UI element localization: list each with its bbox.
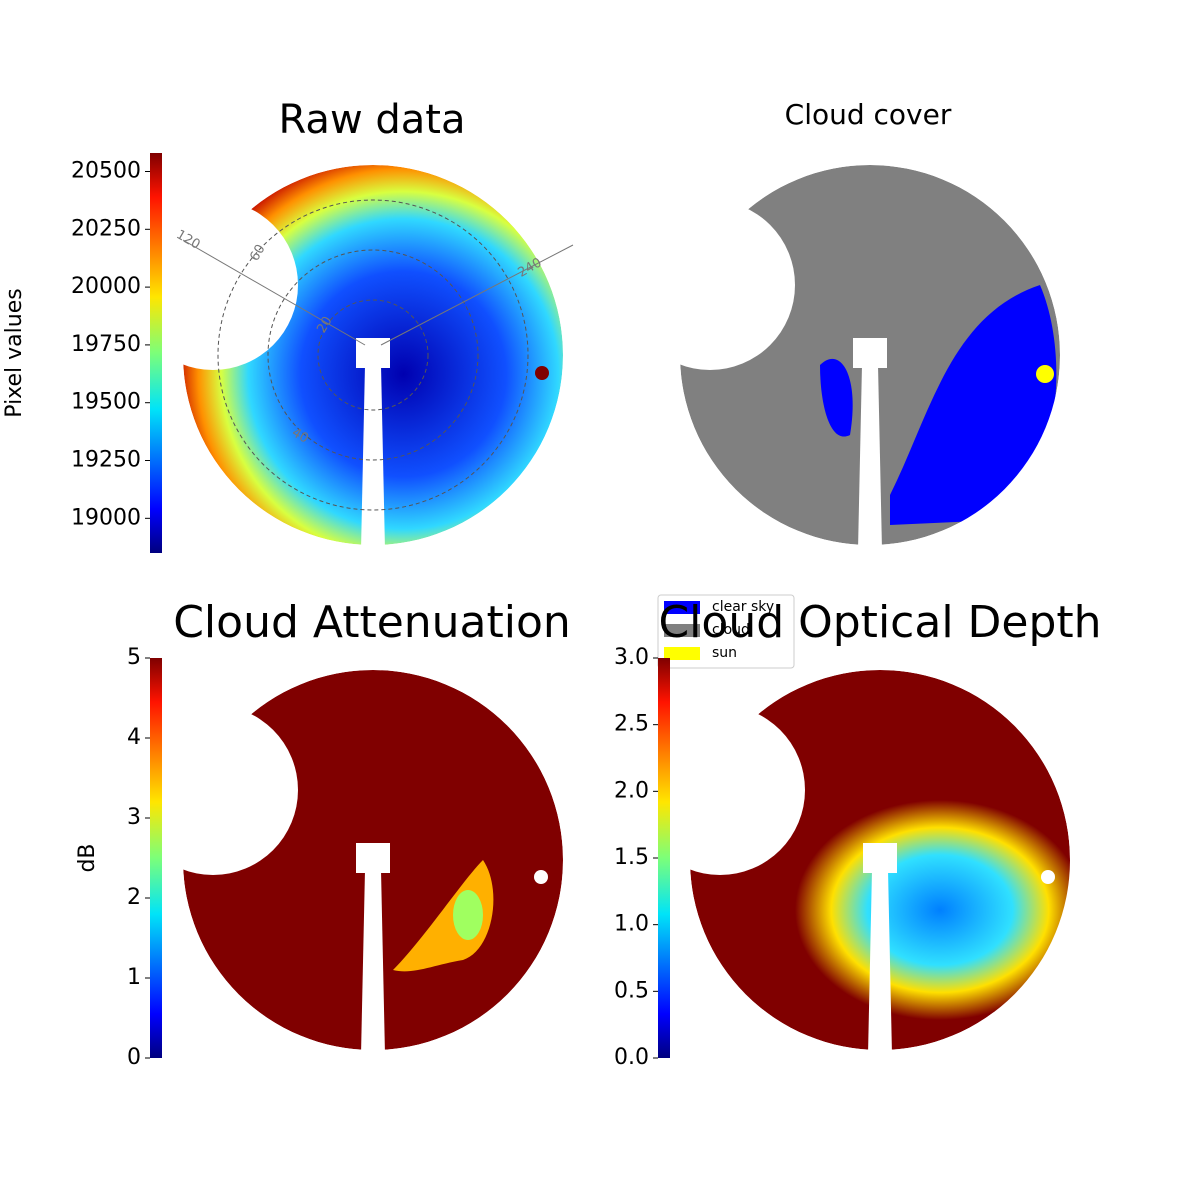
- tick-label: 0: [127, 1045, 141, 1070]
- tick-label: 20000: [71, 274, 141, 299]
- cloud-cover-image: [680, 165, 1060, 545]
- tick-label: 3: [127, 805, 141, 830]
- legend-label: cloud: [712, 622, 750, 638]
- optical-depth-image: [690, 670, 1085, 1050]
- colorbar: [150, 658, 162, 1058]
- polar-label: 60: [247, 242, 268, 264]
- attenuation-image: [183, 670, 563, 1050]
- tick-label: 2: [127, 885, 141, 910]
- polar-label: 40: [289, 425, 311, 446]
- tick-label: 5: [127, 645, 141, 670]
- panel-title: Cloud Attenuation: [173, 597, 571, 648]
- legend-swatch: [664, 647, 700, 660]
- raw-image: [182, 165, 574, 545]
- tick-label: 1.5: [614, 845, 649, 870]
- tick-label: 2.5: [614, 712, 649, 737]
- legend-label: clear sky: [712, 599, 774, 615]
- tick-label: 2.0: [614, 778, 649, 803]
- tick-label: 3.0: [614, 645, 649, 670]
- colorbar: [658, 658, 670, 1058]
- colorbar-label: Pixel values: [2, 288, 27, 417]
- panel-title: Raw data: [279, 97, 466, 143]
- legend-swatch: [664, 601, 700, 614]
- panel-title: Cloud cover: [785, 98, 952, 131]
- legend-swatch: [664, 624, 700, 637]
- tick-label: 19000: [71, 505, 141, 530]
- tick-label: 1.0: [614, 912, 649, 937]
- tick-label: 20500: [71, 158, 141, 183]
- tick-label: 20250: [71, 216, 141, 241]
- tick-label: 1: [127, 965, 141, 990]
- panel-title: Cloud Optical Depth: [658, 597, 1101, 648]
- tick-label: 19250: [71, 448, 141, 473]
- colorbar-label: dB: [75, 843, 100, 872]
- legend: clear sky cloud sun: [657, 594, 795, 669]
- tick-label: 4: [127, 725, 141, 750]
- tick-label: 19750: [71, 332, 141, 357]
- tick-label: 19500: [71, 390, 141, 415]
- tick-label: 0.0: [614, 1045, 649, 1070]
- polar-label: 20: [314, 314, 335, 336]
- tick-label: 0.5: [614, 978, 649, 1003]
- legend-label: sun: [712, 645, 737, 661]
- colorbar: [150, 153, 162, 553]
